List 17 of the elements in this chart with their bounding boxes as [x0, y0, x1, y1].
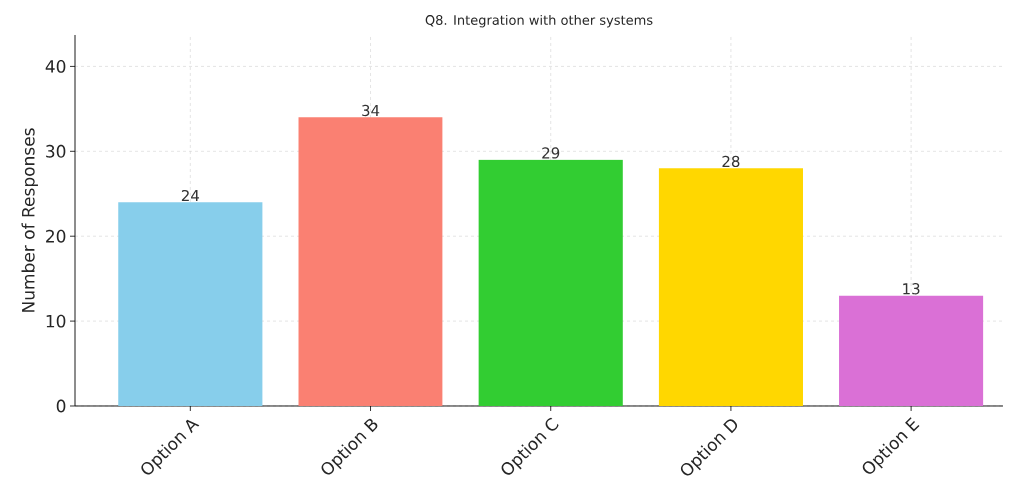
- chart-title: Q8. Integration with other systems: [425, 14, 653, 28]
- y-tick-label: 0: [56, 399, 66, 413]
- y-tick-label: 10: [46, 314, 66, 328]
- data-label: 29: [542, 147, 560, 159]
- bar: [298, 117, 443, 406]
- bar: [658, 168, 803, 406]
- data-label: 24: [181, 189, 200, 202]
- y-tick-label: 40: [45, 59, 66, 73]
- y-tick-label: 20: [46, 229, 66, 243]
- bar: [839, 295, 984, 406]
- bar: [118, 202, 263, 406]
- bar: [478, 159, 623, 406]
- data-label: 34: [362, 104, 380, 117]
- y-tick-label: 30: [46, 144, 66, 158]
- data-label: 28: [722, 155, 740, 168]
- data-label: 13: [903, 283, 920, 295]
- y-axis-title: Number of Responses: [21, 128, 38, 312]
